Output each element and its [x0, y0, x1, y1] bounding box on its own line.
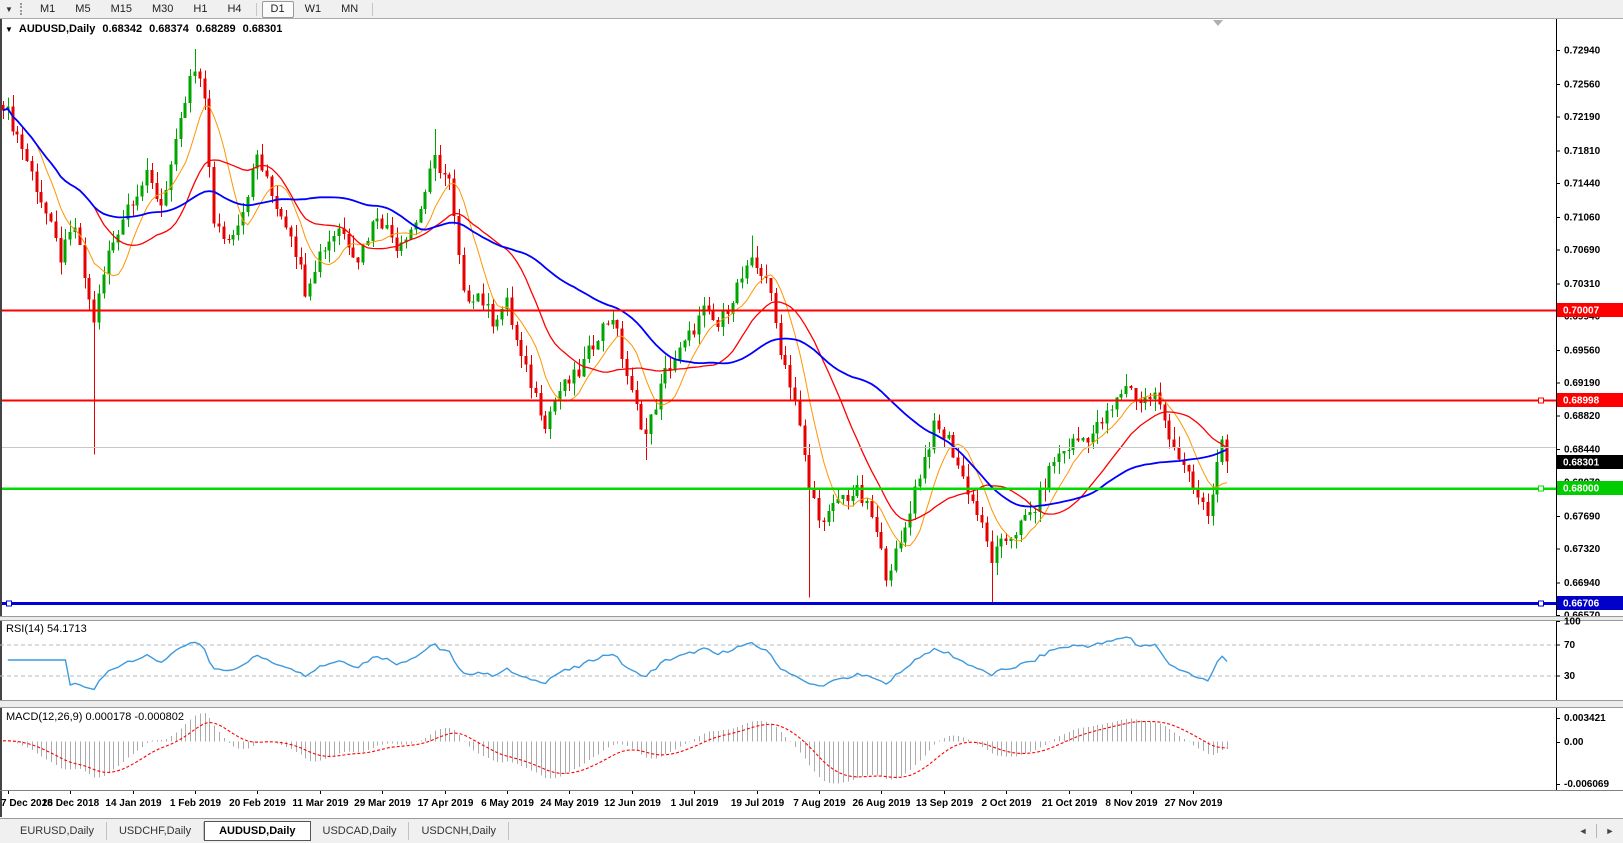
svg-text:14 Jan 2019: 14 Jan 2019	[105, 798, 162, 809]
svg-text:17 Apr 2019: 17 Apr 2019	[418, 798, 474, 809]
svg-text:0.71060: 0.71060	[1564, 212, 1601, 223]
chart-collapse-icon[interactable]: ▼	[5, 24, 13, 34]
timeframe-button-W1[interactable]: W1	[304, 2, 322, 15]
timeframe-toolbar: ▼ M1 M5 M15 M30 H1 H4 D1 W1 MN	[0, 0, 1623, 19]
timeframe-button-M15[interactable]: M15	[110, 2, 132, 15]
timeframe-button-M5[interactable]: M5	[75, 2, 91, 15]
chart-shift-marker-icon[interactable]	[1213, 20, 1223, 26]
hline-handle[interactable]	[1538, 600, 1544, 607]
hline-handle[interactable]	[1538, 485, 1544, 492]
svg-text:30: 30	[1564, 671, 1576, 682]
svg-text:19 Jul 2019: 19 Jul 2019	[731, 798, 785, 809]
svg-text:7 Dec 2018: 7 Dec 2018	[1, 798, 53, 809]
price-axis: 0.72940 0.72560 0.72190 0.71810 0.71440 0.710…	[1556, 19, 1623, 790]
svg-text:0.72940: 0.72940	[1564, 46, 1601, 57]
svg-text:0.69190: 0.69190	[1564, 378, 1601, 389]
svg-text:0.68440: 0.68440	[1564, 445, 1601, 456]
svg-text:0.71440: 0.71440	[1564, 179, 1601, 190]
svg-text:20 Feb 2019: 20 Feb 2019	[229, 798, 286, 809]
ohlc-low: 0.68289	[195, 23, 236, 35]
svg-text:1 Feb 2019: 1 Feb 2019	[170, 798, 222, 809]
chart-header: ▼ AUDUSD,Daily 0.68342 0.68374 0.68289 0…	[5, 23, 289, 35]
svg-text:27 Nov 2019: 27 Nov 2019	[1165, 798, 1223, 809]
svg-text:0.68998: 0.68998	[1563, 396, 1600, 407]
svg-text:8 Nov 2019: 8 Nov 2019	[1105, 798, 1158, 809]
svg-text:0.68000: 0.68000	[1563, 484, 1600, 495]
svg-text:0.70007: 0.70007	[1563, 306, 1600, 317]
svg-text:0.68820: 0.68820	[1564, 411, 1601, 422]
timeframe-button-H4[interactable]: H4	[227, 2, 242, 15]
rsi-indicator-label: RSI(14) 54.1713	[6, 623, 87, 635]
rsi-pane: 100 70 30	[0, 617, 1581, 699]
macd-pane: 0.003421 0.00 -0.006069	[3, 709, 1609, 790]
svg-text:0.69560: 0.69560	[1564, 345, 1601, 356]
svg-text:0.72560: 0.72560	[1564, 79, 1601, 90]
svg-text:7 Aug 2019: 7 Aug 2019	[793, 798, 846, 809]
tab-scroll-right-button[interactable]: ►	[1605, 826, 1615, 836]
ohlc-close: 0.68301	[242, 23, 283, 35]
chart-tab-bar: EURUSD,Daily USDCHF,Daily AUDUSD,Daily USDC…	[0, 818, 1623, 843]
tab-usdchf-daily[interactable]: USDCHF,Daily	[107, 822, 205, 840]
svg-text:0.70310: 0.70310	[1564, 279, 1601, 290]
svg-text:70: 70	[1564, 640, 1576, 651]
hline-handle[interactable]	[6, 600, 12, 607]
svg-text:0.00: 0.00	[1564, 737, 1584, 748]
svg-text:0.66706: 0.66706	[1563, 599, 1600, 610]
toolbar-dropdown-icon[interactable]: ▼	[5, 4, 13, 14]
svg-text:0.69940: 0.69940	[1564, 312, 1601, 323]
svg-text:11 Mar 2019: 11 Mar 2019	[292, 798, 349, 809]
svg-text:24 May 2019: 24 May 2019	[540, 798, 599, 809]
svg-text:21 Oct 2019: 21 Oct 2019	[1042, 798, 1098, 809]
svg-text:12 Jun 2019: 12 Jun 2019	[604, 798, 661, 809]
timeframe-buttons: M1 M5 M15 M30 H1 H4 D1 W1 MN	[30, 0, 377, 18]
timeframe-button-H1[interactable]: H1	[193, 2, 208, 15]
tab-scroll-divider	[1596, 824, 1597, 838]
moving-average-8[interactable]	[2, 105, 1228, 547]
toolbar-separator	[372, 2, 374, 16]
svg-text:0.71810: 0.71810	[1564, 146, 1601, 157]
svg-text:13 Sep 2019: 13 Sep 2019	[916, 798, 974, 809]
timeframe-button-MN[interactable]: MN	[341, 2, 359, 15]
svg-text:1 Jul 2019: 1 Jul 2019	[671, 798, 719, 809]
svg-text:6 May 2019: 6 May 2019	[481, 798, 534, 809]
chart-symbol-label: AUDUSD,Daily	[18, 23, 96, 35]
timeframe-button-D1[interactable]: D1	[261, 0, 294, 18]
macd-signal-line	[3, 720, 1228, 778]
tab-audusd-daily[interactable]: AUDUSD,Daily	[204, 821, 311, 841]
timeframe-button-M1[interactable]: M1	[40, 2, 56, 15]
svg-text:26 Dec 2018: 26 Dec 2018	[42, 798, 100, 809]
svg-text:29 Mar 2019: 29 Mar 2019	[354, 798, 411, 809]
tab-scroll-controls: ◄ ►	[1570, 819, 1623, 843]
svg-text:26 Aug 2019: 26 Aug 2019	[853, 798, 911, 809]
svg-text:0.66940: 0.66940	[1564, 578, 1601, 589]
hline-handle[interactable]	[1538, 397, 1544, 404]
tab-usdcnh-daily[interactable]: USDCNH,Daily	[409, 822, 510, 840]
rsi-line	[7, 636, 1228, 691]
toolbar-separator	[255, 2, 257, 16]
toolbar-grip[interactable]	[20, 3, 25, 15]
moving-average-45[interactable]	[2, 107, 1228, 508]
svg-text:0.72190: 0.72190	[1564, 112, 1601, 123]
ohlc-open: 0.68342	[102, 23, 143, 35]
moving-average-20[interactable]	[2, 107, 1228, 522]
macd-indicator-label: MACD(12,26,9) 0.000178 -0.000802	[6, 711, 184, 723]
ohlc-high: 0.68374	[149, 23, 189, 35]
timeframe-button-M30[interactable]: M30	[151, 2, 174, 15]
tab-eurusd-daily[interactable]: EURUSD,Daily	[8, 822, 107, 840]
svg-text:2 Oct 2019: 2 Oct 2019	[981, 798, 1031, 809]
svg-text:0.70690: 0.70690	[1564, 245, 1601, 256]
tab-scroll-left-button[interactable]: ◄	[1578, 826, 1588, 836]
candlesticks	[1, 49, 1229, 603]
svg-text:100: 100	[1564, 617, 1581, 628]
svg-text:0.67320: 0.67320	[1564, 544, 1601, 555]
svg-text:0.68301: 0.68301	[1563, 458, 1600, 469]
svg-text:-0.006069: -0.006069	[1564, 779, 1609, 790]
svg-text:0.003421: 0.003421	[1564, 713, 1606, 724]
tab-usdcad-daily[interactable]: USDCAD,Daily	[311, 822, 410, 840]
chart-tabs: EURUSD,Daily USDCHF,Daily AUDUSD,Daily USDC…	[0, 819, 510, 843]
svg-text:0.67690: 0.67690	[1564, 511, 1601, 522]
